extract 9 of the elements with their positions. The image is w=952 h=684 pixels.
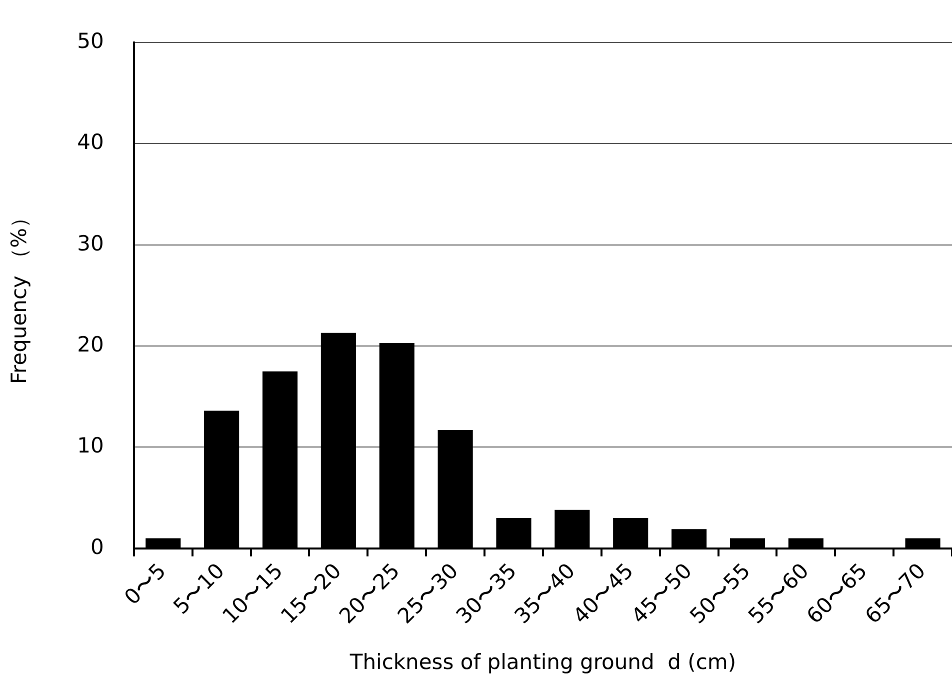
y-tick-label: 20	[77, 332, 104, 356]
x-tick-label: 0〜5	[120, 558, 171, 610]
y-tick-label: 50	[77, 29, 104, 54]
x-axis-title: Thickness of planting ground d (cm)	[348, 650, 736, 674]
y-axis-title: Frequency （%）	[7, 206, 32, 384]
y-tick-label: 10	[77, 434, 104, 458]
y-tick-label: 30	[77, 231, 104, 256]
y-tick-label: 40	[77, 130, 104, 154]
y-tick-label: 0	[90, 534, 104, 559]
